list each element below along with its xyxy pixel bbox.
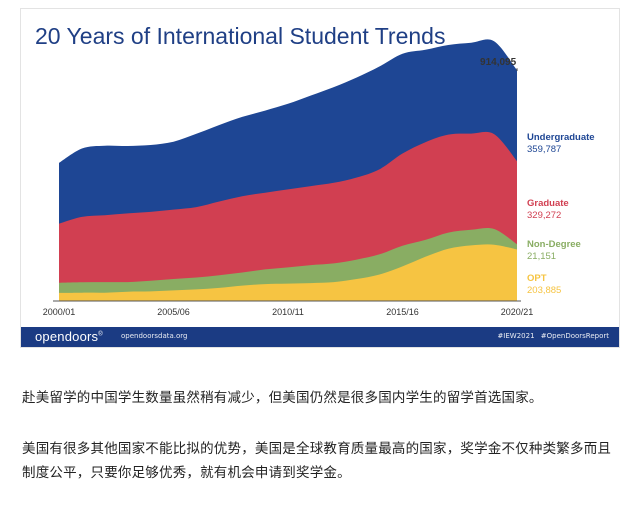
chart-figure: 20 Years of International Student Trends… xyxy=(20,8,620,348)
legend-value-graduate: 329,272 xyxy=(527,210,561,221)
legend-label-opt: OPT xyxy=(527,273,547,284)
legend-value-opt: 203,885 xyxy=(527,285,561,296)
legend-label-graduate: Graduate xyxy=(527,198,569,209)
chart-title: 20 Years of International Student Trends xyxy=(35,23,446,49)
legend-value-undergraduate: 359,787 xyxy=(527,144,561,155)
chart-footer: opendoors® opendoorsdata.org #IEW2021 #O… xyxy=(21,327,619,347)
legend-value-non-degree: 21,151 xyxy=(527,251,556,262)
x-tick-label: 2015/16 xyxy=(386,307,419,317)
area-opt xyxy=(59,244,517,301)
legend-label-non-degree: Non-Degree xyxy=(527,239,581,250)
legend-label-undergraduate: Undergraduate xyxy=(527,132,595,143)
footer-site: opendoorsdata.org xyxy=(121,332,188,340)
total-annotation: 914,095 xyxy=(480,57,517,68)
opendoors-logo: opendoors® xyxy=(35,329,103,344)
stacked-area-chart: 2000/01 2005/06 2010/11 2015/16 2020/21 914,0… xyxy=(43,39,595,317)
article-paragraph-1: 赴美留学的中国学生数量虽然稍有减少，但美国仍然是很多国内学生的留学首选国家。 xyxy=(22,390,543,406)
x-tick-label: 2020/21 xyxy=(501,307,534,317)
x-tick-label: 2000/01 xyxy=(43,307,76,317)
x-tick-label: 2005/06 xyxy=(157,307,190,317)
article-paragraph-2: 美国有很多其他国家不能比拟的优势，美国是全球教育质量最高的国家，奖学金不仅种类繁… xyxy=(22,441,612,481)
x-tick-label: 2010/11 xyxy=(272,307,304,317)
footer-hashtags: #IEW2021 #OpenDoorsReport xyxy=(497,332,609,340)
